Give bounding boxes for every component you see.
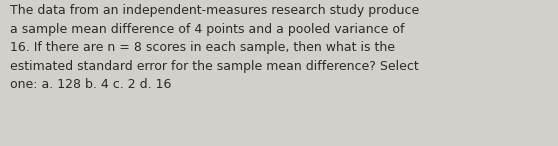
Text: The data from an independent-measures research study produce
a sample mean diffe: The data from an independent-measures re… xyxy=(10,4,419,91)
